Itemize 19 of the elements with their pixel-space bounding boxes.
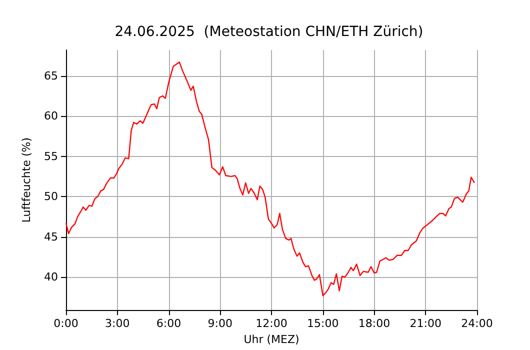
- x-tick-label: 21:00: [410, 317, 442, 330]
- y-tick-label: 65: [44, 69, 58, 82]
- x-tick-label: 6:00: [156, 317, 182, 330]
- y-tick-label: 60: [44, 110, 58, 123]
- x-tick-label: 24:00: [461, 317, 493, 330]
- y-tick-label: 50: [44, 190, 58, 204]
- x-tick-label: 12:00: [256, 317, 288, 330]
- chart-title: 24.06.2025 (Meteostation CHN/ETH Zürich): [114, 24, 424, 40]
- y-axis-title: Luftfeuchte (%): [20, 137, 33, 223]
- line-series: [65, 61, 476, 296]
- x-tick-label: 3:00: [105, 317, 130, 330]
- y-tick-label: 40: [44, 270, 58, 284]
- x-tick-label: 0:00: [54, 317, 78, 330]
- x-tick-label: 9:00: [208, 317, 232, 330]
- x-axis-title: Uhr (MEZ): [244, 333, 300, 346]
- x-tick-label: 15:00: [307, 317, 339, 330]
- y-tick-label: 55: [44, 150, 58, 163]
- y-tick-label: 45: [44, 230, 58, 244]
- x-tick-label: 18:00: [358, 317, 390, 330]
